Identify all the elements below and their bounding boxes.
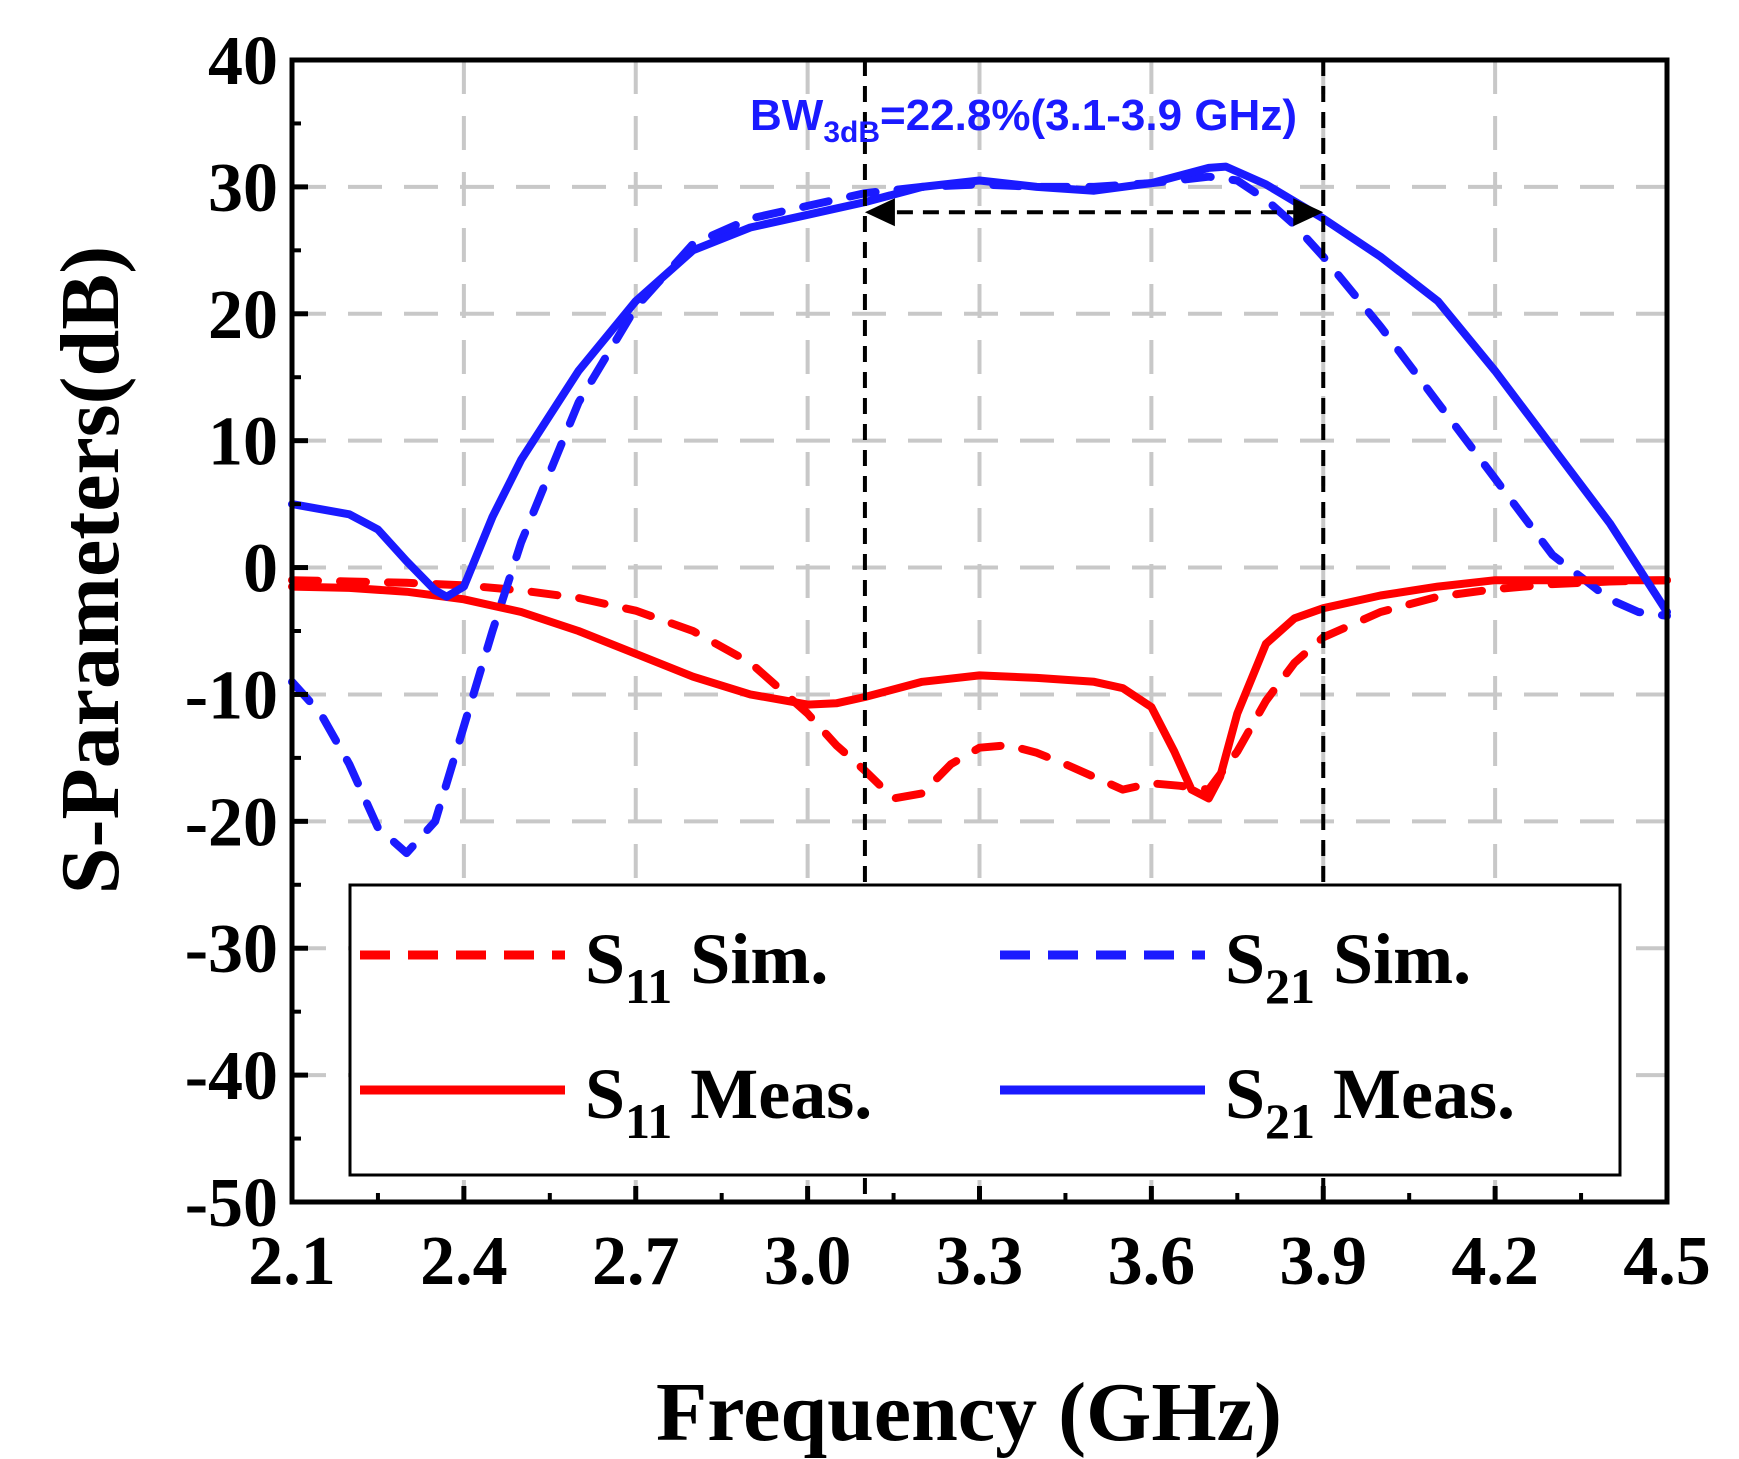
y-tick-label: 40	[208, 23, 278, 100]
legend-label: S21 Sim.	[1225, 919, 1471, 1014]
y-tick-label: 10	[208, 404, 278, 481]
arrow-head-left	[864, 198, 895, 227]
legend-label-subscript: 11	[625, 1093, 672, 1149]
legend-label: S21 Meas.	[1225, 1054, 1515, 1149]
x-tick-label: 4.2	[1451, 1223, 1539, 1300]
y-tick-label: 0	[243, 531, 278, 608]
y-tick-label: -30	[185, 911, 278, 988]
y-tick-label: 20	[208, 277, 278, 354]
y-axis-title: S-Parameters(dB)	[44, 246, 137, 894]
x-axis-title: Frequency (GHz)	[656, 1366, 1282, 1459]
legend-label-base: S	[585, 1054, 625, 1134]
annotation-subscript: 3dB	[823, 116, 880, 149]
x-tick-labels: 2.1 2.4 2.7 3.0 3.3 3.6 3.9 4.2 4.5	[248, 1223, 1711, 1300]
x-tick-label: 3.3	[936, 1223, 1024, 1300]
data-series	[288, 162, 1671, 858]
annotation-text: =22.8%(3.1-3.9 GHz)	[880, 91, 1297, 140]
y-tick-label: -50	[185, 1165, 278, 1242]
annotation-prefix: BW	[750, 91, 824, 140]
x-tick-label: 3.6	[1108, 1223, 1196, 1300]
series-line-s11-sim	[288, 576, 1671, 803]
legend-label-suffix: Sim.	[672, 919, 828, 999]
y-tick-label: 30	[208, 150, 278, 227]
axis-ticks	[289, 57, 1670, 1205]
series-line-s11-meas	[288, 576, 1671, 803]
legend-label-base: S	[1225, 919, 1265, 999]
legend: S11 Sim. S21 Sim.S11 Meas. S21 Meas.	[348, 883, 1622, 1177]
legend-label-base: S	[585, 919, 625, 999]
x-tick-label: 2.7	[592, 1223, 680, 1300]
legend-label-subscript: 21	[1265, 1093, 1315, 1149]
x-tick-label: 2.4	[420, 1223, 508, 1300]
y-tick-label: -10	[185, 657, 278, 734]
legend-box	[348, 883, 1622, 1177]
x-tick-label: 3.9	[1280, 1223, 1368, 1300]
y-tick-label: -40	[185, 1038, 278, 1115]
legend-label-suffix: Meas.	[1315, 1054, 1515, 1134]
legend-label: S11 Sim.	[585, 919, 828, 1014]
legend-label-suffix: Sim.	[1315, 919, 1471, 999]
bandwidth-annotation: BW3dB=22.8%(3.1-3.9 GHz)	[750, 91, 1297, 149]
arrow-head-right	[1293, 198, 1324, 227]
legend-label-base: S	[1225, 1054, 1265, 1134]
x-tick-label: 4.5	[1623, 1223, 1711, 1300]
legend-label: S11 Meas.	[585, 1054, 872, 1149]
legend-label-subscript: 11	[625, 958, 672, 1014]
x-tick-label: 3.0	[764, 1223, 852, 1300]
x-tick-label: 2.1	[248, 1223, 336, 1300]
y-tick-labels: 40 30 20 10 0 -10 -20 -30 -40 -50	[185, 23, 278, 1242]
legend-label-subscript: 21	[1265, 958, 1315, 1014]
legend-label-suffix: Meas.	[672, 1054, 872, 1134]
y-tick-label: -20	[185, 784, 278, 861]
series-line-s21-meas	[288, 162, 1671, 616]
